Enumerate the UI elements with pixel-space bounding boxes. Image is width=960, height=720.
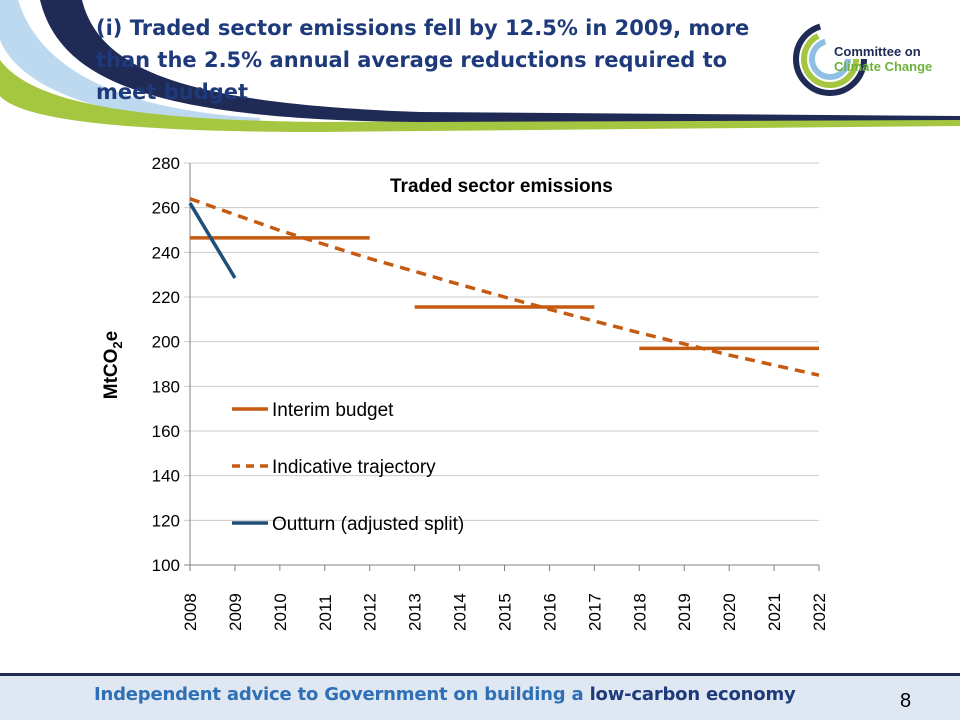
y-tick-label: 140 <box>152 467 180 486</box>
logo-line1: Committee on <box>834 44 921 59</box>
x-tick-label: 2019 <box>675 593 694 631</box>
x-tick-label: 2016 <box>540 593 559 631</box>
y-tick-label: 160 <box>152 422 180 441</box>
y-axis-label-tail: e <box>101 331 122 342</box>
y-tick-label: 100 <box>152 556 180 575</box>
ccc-logo: Committee on Climate Change <box>793 22 932 96</box>
x-tick-label: 2020 <box>720 593 739 631</box>
header-swoosh <box>0 0 960 132</box>
y-tick-label: 220 <box>152 288 180 307</box>
chart-gridlines <box>184 162 820 571</box>
x-tick-label: 2013 <box>406 593 425 631</box>
chart-series <box>188 197 820 377</box>
x-tick-label: 2009 <box>226 593 245 631</box>
y-axis-label-sub: 2 <box>110 341 125 348</box>
y-axis-label: MtCO2e <box>101 331 125 399</box>
footer-band-fill <box>0 676 960 720</box>
x-tick-label: 2018 <box>630 593 649 631</box>
y-tick-label: 180 <box>152 377 180 396</box>
legend-label-indicative-trajectory: Indicative trajectory <box>272 457 436 478</box>
x-tick-label: 2010 <box>271 593 290 631</box>
indicative-trajectory-line <box>189 197 820 377</box>
footer-band <box>0 673 960 720</box>
y-tick-label: 260 <box>152 199 180 218</box>
y-tick-labels: 100 120 140 160 180 200 220 240 260 280 <box>152 154 180 575</box>
footer-tagline: Independent advice to Government on buil… <box>94 684 796 705</box>
page-number: 8 <box>900 690 912 712</box>
x-tick-label: 2021 <box>765 593 784 631</box>
slide-title: (i) Traded sector emissions fell by 12.5… <box>96 16 750 104</box>
footer-tagline-part1: Independent advice to Government on buil… <box>94 684 590 705</box>
y-axis-label-main: MtCO <box>101 349 122 400</box>
swoosh-green <box>0 60 960 132</box>
x-tick-label: 2022 <box>810 593 829 631</box>
x-tick-labels: 2008 2009 2010 2011 2012 2013 2014 2015 2016 2017… <box>181 593 829 631</box>
logo-rings <box>793 22 867 96</box>
legend-label-outturn: Outturn (adjusted split) <box>272 514 464 535</box>
logo-line2: Climate Change <box>834 59 932 74</box>
x-tick-label: 2008 <box>181 593 200 631</box>
x-tick-label: 2017 <box>585 593 604 631</box>
chart-legend: Interim budget Indicative trajectory Outtu… <box>232 400 464 535</box>
y-tick-label: 200 <box>152 333 180 352</box>
x-tick-label: 2012 <box>361 593 380 631</box>
x-tick-label: 2011 <box>316 594 335 631</box>
swoosh-light-blue <box>0 0 260 124</box>
footer-tagline-part2: low-carbon economy <box>589 684 796 705</box>
outturn-line <box>188 202 237 279</box>
footer-band-line <box>0 673 960 676</box>
x-tick-label: 2014 <box>451 593 470 631</box>
y-tick-label: 120 <box>152 511 180 530</box>
x-tick-label: 2015 <box>496 593 515 631</box>
legend-label-interim-budget: Interim budget <box>272 400 394 421</box>
y-tick-label: 280 <box>152 154 180 173</box>
chart-title: Traded sector emissions <box>390 176 613 197</box>
y-tick-label: 240 <box>152 243 180 262</box>
